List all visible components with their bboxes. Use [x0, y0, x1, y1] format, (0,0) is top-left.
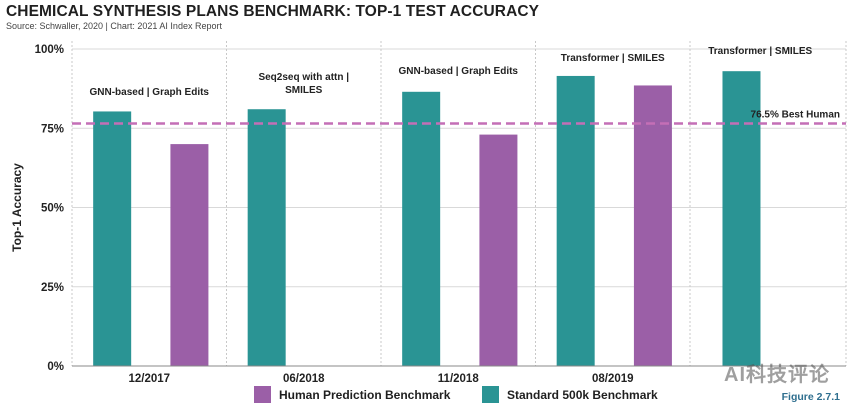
figure-label: Figure 2.7.1: [781, 391, 840, 403]
bar-standard-1: [93, 111, 132, 366]
group-annotation: GNN-based | Graph Edits: [90, 87, 210, 98]
chart-legend: Human Prediction Benchmark Standard 500k…: [0, 386, 852, 406]
x-tick-label: 11/2018: [438, 373, 480, 385]
y-tick-label: 0%: [47, 361, 64, 373]
x-tick-label: 08/2019: [592, 373, 634, 385]
bar-standard-5: [722, 71, 761, 366]
bar-standard-4: [556, 75, 595, 366]
group-annotation: GNN-based | Graph Edits: [399, 66, 519, 77]
bar-standard-2: [247, 109, 286, 366]
watermark: AI科技评论: [724, 364, 830, 386]
bar-human-4: [633, 85, 672, 366]
group-annotation: Transformer | SMILES: [561, 53, 665, 64]
legend-item-human: Human Prediction Benchmark: [254, 386, 450, 403]
legend-item-standard: Standard 500k Benchmark: [482, 386, 658, 403]
bar-human-1: [170, 144, 209, 366]
chart-title: CHEMICAL SYNTHESIS PLANS BENCHMARK: TOP-…: [6, 3, 540, 20]
group-annotation: SMILES: [285, 85, 323, 96]
legend-swatch-human: [254, 386, 271, 403]
y-tick-label: 100%: [35, 44, 64, 56]
y-axis-label: Top-1 Accuracy: [10, 163, 24, 252]
x-tick-label: 12/2017: [128, 373, 170, 385]
x-tick-label: 06/2018: [283, 373, 325, 385]
legend-label-human: Human Prediction Benchmark: [279, 387, 451, 402]
group-annotation: Seq2seq with attn |: [258, 72, 349, 83]
legend-label-standard: Standard 500k Benchmark: [507, 387, 658, 402]
chart-source: Source: Schwaller, 2020 | Chart: 2021 AI…: [6, 21, 222, 31]
y-tick-label: 50%: [41, 203, 64, 215]
bar-standard-3: [402, 91, 441, 367]
legend-swatch-standard: [482, 386, 499, 403]
y-tick-label: 75%: [41, 123, 64, 135]
group-annotation: Transformer | SMILES: [708, 46, 812, 57]
y-tick-label: 25%: [41, 282, 64, 294]
reference-line-label: 76.5% Best Human: [751, 109, 840, 120]
chart-svg: 0% 25% 50% 75% 100% Top-1 Accuracy GNN-based |…: [10, 41, 847, 385]
bar-human-3: [479, 134, 518, 366]
